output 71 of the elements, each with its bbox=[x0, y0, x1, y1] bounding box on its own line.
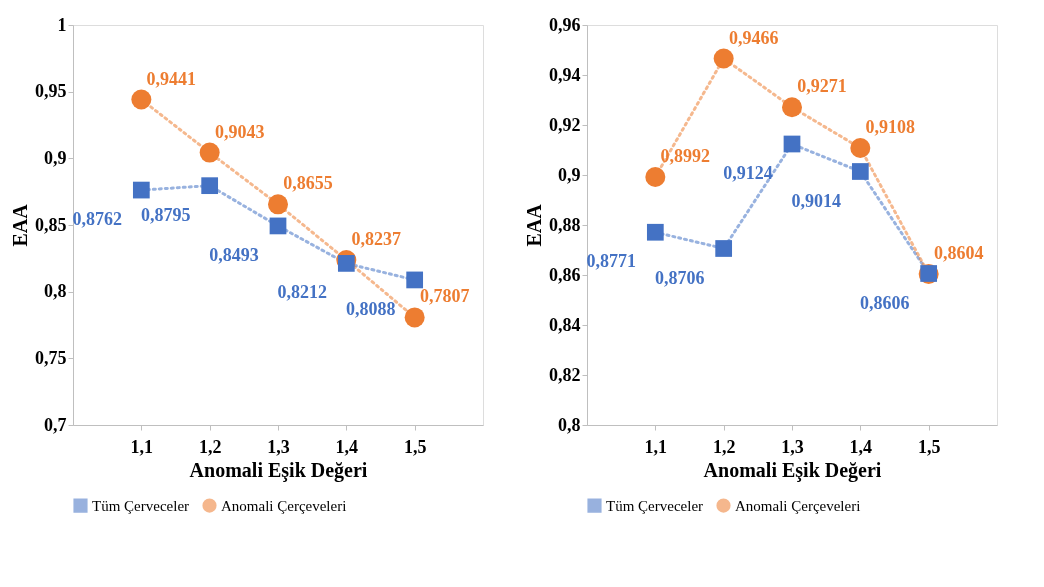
y-tick-label: 0,7 bbox=[44, 414, 67, 435]
x-axis-title: Anomali Eşik Değeri bbox=[703, 458, 882, 482]
point bbox=[132, 181, 150, 199]
data-label: 0,8493 bbox=[209, 244, 259, 265]
data-label: 0,9441 bbox=[146, 68, 197, 89]
y-tick-label: 0,82 bbox=[549, 364, 581, 385]
data-label: 0,8992 bbox=[660, 146, 711, 166]
x-tick-label: 1,2 bbox=[198, 436, 222, 457]
x-tick-label: 1,1 bbox=[644, 436, 668, 457]
x-tick-label: 1,2 bbox=[712, 436, 736, 457]
y-tick-label: 0,9 bbox=[558, 164, 581, 185]
point bbox=[268, 194, 288, 215]
point bbox=[131, 89, 152, 110]
point bbox=[645, 167, 666, 187]
y-tick-label: 0,8 bbox=[558, 414, 581, 435]
y-tick-label: 0,84 bbox=[549, 314, 581, 335]
data-label: 0,9271 bbox=[797, 76, 847, 97]
y-tick-label: 0,96 bbox=[549, 14, 581, 35]
data-label: 0,9043 bbox=[214, 121, 265, 142]
y-tick-label: 0,94 bbox=[549, 64, 581, 85]
data-label: 0,9108 bbox=[865, 117, 916, 137]
data-label: 0,8795 bbox=[140, 204, 191, 225]
point bbox=[404, 307, 425, 328]
y-tick-label: 0,88 bbox=[549, 214, 581, 235]
point bbox=[199, 142, 220, 163]
x-tick-label: 1,3 bbox=[781, 436, 804, 457]
x-axis-title: Anomali Eşik Değeri bbox=[189, 458, 368, 482]
legend-label: Tüm Çerveceler bbox=[606, 497, 704, 514]
y-tick-label: 0,92 bbox=[549, 114, 581, 135]
data-label: 0,8604 bbox=[933, 243, 984, 263]
data-label: 0,8762 bbox=[72, 209, 123, 230]
legend-label: Tüm Çerveceler bbox=[92, 497, 190, 514]
x-tick-label: 1,4 bbox=[849, 436, 873, 457]
y-tick-label: 0,95 bbox=[35, 81, 67, 102]
point bbox=[201, 177, 219, 195]
point bbox=[646, 223, 664, 241]
data-label: 0,8771 bbox=[586, 251, 637, 272]
y-tick-label: 0,86 bbox=[549, 264, 581, 285]
data-label: 0,9124 bbox=[723, 163, 773, 183]
data-label: 0,8088 bbox=[345, 298, 396, 319]
data-label: 0,8237 bbox=[351, 229, 402, 250]
point bbox=[713, 48, 734, 69]
y-axis-title: EAA bbox=[523, 203, 545, 247]
x-tick-label: 1,4 bbox=[335, 436, 359, 457]
data-label: 0,8655 bbox=[283, 173, 333, 194]
data-label: 0,8606 bbox=[859, 292, 910, 313]
x-tick-label: 1,5 bbox=[917, 436, 941, 457]
point bbox=[715, 240, 733, 257]
point bbox=[851, 163, 869, 180]
data-label: 0,8706 bbox=[654, 267, 705, 288]
y-tick-label: 0,9 bbox=[44, 147, 67, 168]
data-label: 0,9014 bbox=[791, 190, 842, 211]
legend-label: Anomali Çerçeveleri bbox=[735, 497, 861, 514]
y-tick-label: 0,85 bbox=[35, 214, 67, 235]
x-tick-label: 1,3 bbox=[267, 436, 290, 457]
point bbox=[406, 271, 424, 289]
y-axis-title: EAA bbox=[9, 203, 31, 247]
point bbox=[782, 97, 802, 118]
legend-label: Anomali Çerçeveleri bbox=[221, 497, 347, 514]
x-tick-label: 1,5 bbox=[403, 436, 427, 457]
data-label: 0,8212 bbox=[277, 282, 328, 303]
point bbox=[269, 217, 287, 235]
data-label: 0,9466 bbox=[728, 27, 779, 48]
data-label: 0,7807 bbox=[419, 286, 470, 307]
point bbox=[337, 255, 355, 272]
y-tick-label: 0,8 bbox=[44, 281, 67, 302]
point bbox=[783, 135, 801, 153]
x-tick-label: 1,1 bbox=[130, 436, 154, 457]
point bbox=[850, 138, 871, 158]
y-tick-label: 1 bbox=[57, 14, 67, 35]
y-tick-label: 0,75 bbox=[35, 347, 67, 368]
